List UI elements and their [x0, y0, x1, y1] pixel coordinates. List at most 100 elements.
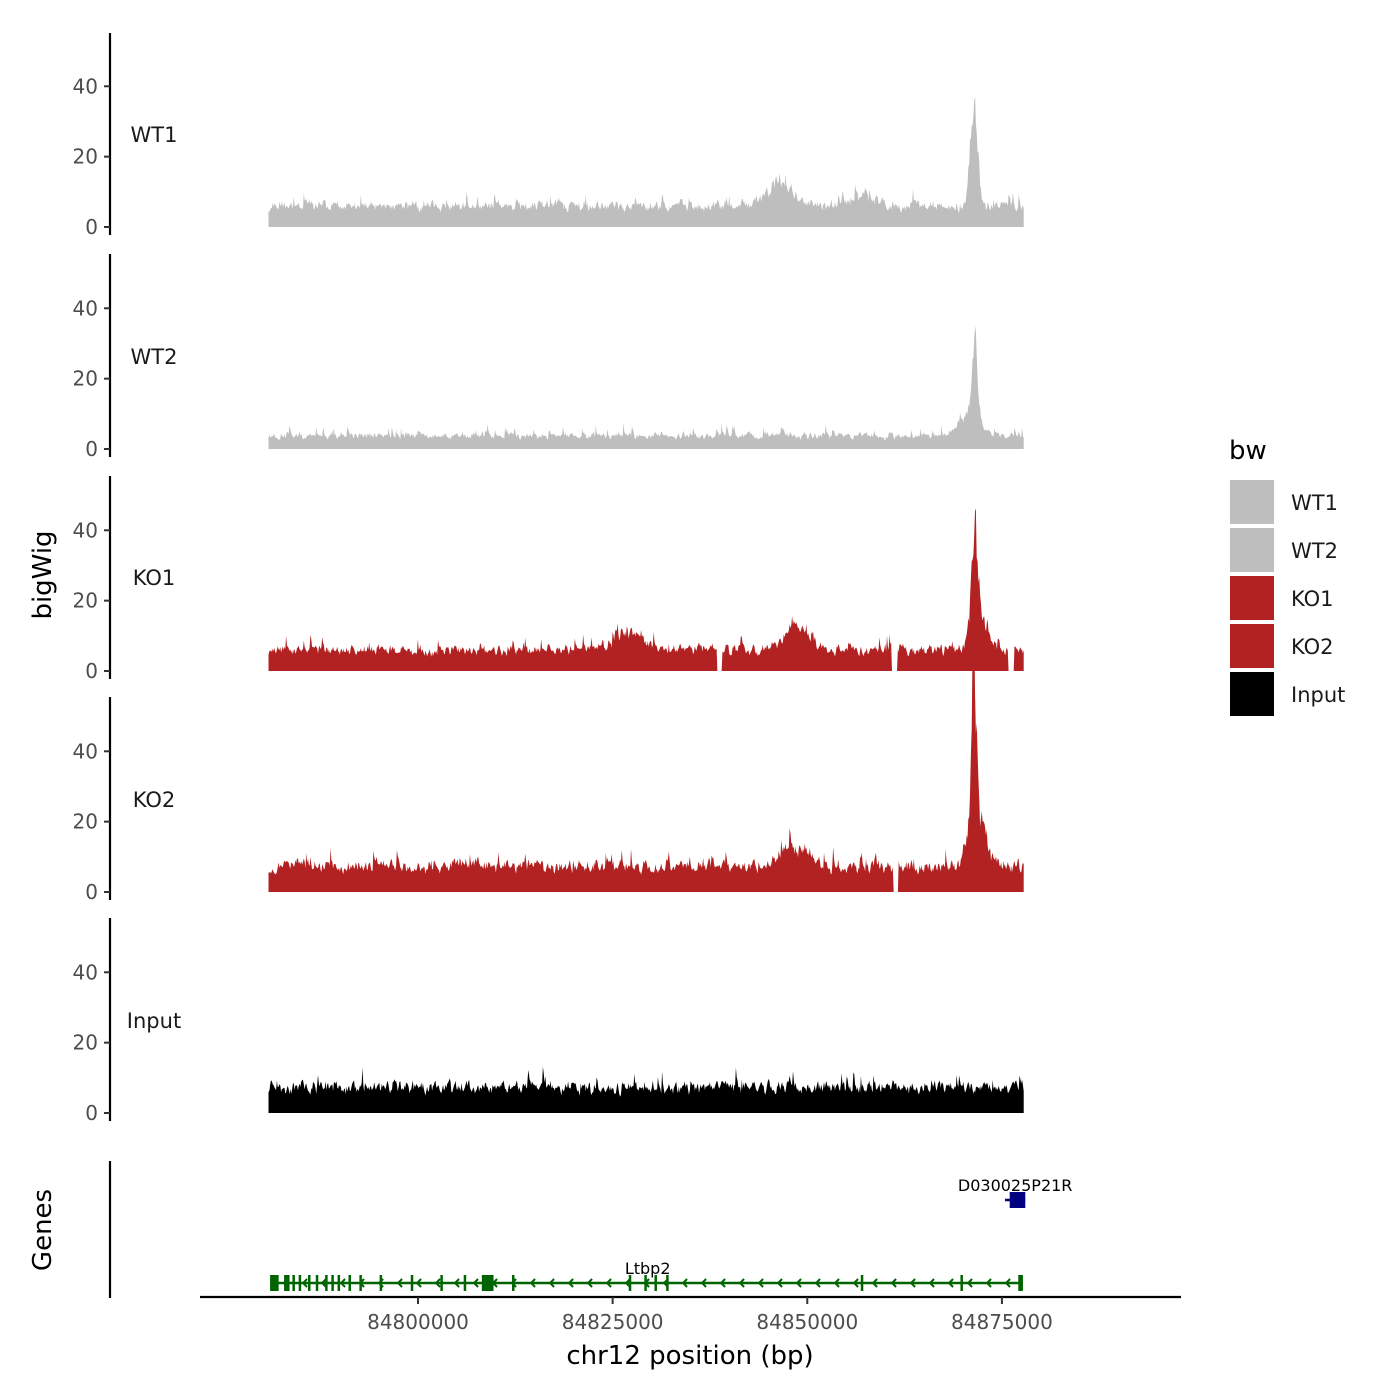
strand-arrow [814, 1278, 821, 1288]
strand-arrow [700, 1278, 707, 1288]
strand-arrow [966, 1278, 973, 1288]
legend-swatch-ko2 [1230, 624, 1274, 668]
strand-arrow [434, 1278, 441, 1288]
y-tick-label: 0 [85, 437, 98, 461]
gene-small-exon [348, 1275, 351, 1291]
strand-arrow [567, 1278, 574, 1288]
coverage-area-ko1 [268, 508, 1024, 671]
strand-arrow [985, 1278, 992, 1288]
strand-arrow [947, 1278, 954, 1288]
strand-arrow [472, 1278, 479, 1288]
track-ko1: KO1 [133, 508, 1024, 671]
strand-arrow [776, 1278, 783, 1288]
gene-exon [1018, 1275, 1023, 1291]
gene-small-exon [331, 1275, 334, 1291]
gene-ltbp2: Ltbp2 [270, 1259, 1023, 1291]
x-tick-label: 84850000 [756, 1310, 858, 1334]
y-tick-label: 20 [73, 589, 98, 613]
strand-arrow [624, 1278, 631, 1288]
strand-arrow [301, 1278, 308, 1288]
strand-arrow [320, 1278, 327, 1288]
y-tick-label: 40 [73, 960, 98, 984]
strand-arrow [1004, 1278, 1011, 1288]
legend-title: bw [1229, 436, 1267, 466]
x-axis-title: chr12 position (bp) [566, 1341, 813, 1371]
gene-exon [1009, 1192, 1026, 1208]
gene-small-exon [308, 1275, 311, 1291]
gene-small-exon [654, 1275, 657, 1291]
strand-arrow [757, 1278, 764, 1288]
strand-arrow [548, 1278, 555, 1288]
legend-label-wt1: WT1 [1291, 491, 1338, 515]
y-tick-label: 40 [73, 74, 98, 98]
y-tick-label: 0 [85, 215, 98, 239]
track-label-input: Input [127, 1009, 181, 1033]
legend-label-ko1: KO1 [1291, 587, 1334, 611]
gene-exon [284, 1275, 290, 1291]
gene-small-exon [315, 1275, 319, 1291]
gene-exon [481, 1275, 494, 1291]
gene-small-exon [666, 1275, 669, 1291]
genes-layer: Ltbp2 D030025P21R [270, 1176, 1072, 1291]
y-tick-label: 40 [73, 518, 98, 542]
strand-arrow [871, 1278, 878, 1288]
strand-arrow [719, 1278, 726, 1288]
gene-small-exon [644, 1275, 647, 1291]
axes-layer: 0 20 40 0 20 40 0 20 40 0 20 40 0 20 40 84800000 8482500… [73, 33, 1181, 1334]
y-tick-label: 20 [73, 145, 98, 169]
gene-d030025p21r: D030025P21R [958, 1176, 1072, 1208]
coverage-area-input [268, 1066, 1024, 1113]
legend-label-ko2: KO2 [1291, 635, 1334, 659]
gene-small-exon [463, 1275, 467, 1291]
gene-small-exon [292, 1275, 295, 1291]
track-ko2: KO2 [133, 635, 1024, 892]
coverage-area-ko2 [268, 635, 1024, 892]
strand-arrow [453, 1278, 460, 1288]
x-tick-label: 84825000 [562, 1310, 664, 1334]
y-tick-label: 40 [73, 296, 98, 320]
gene-label-ltbp2: Ltbp2 [625, 1259, 671, 1278]
track-wt2: WT2 [131, 325, 1024, 449]
x-tick-label: 84875000 [951, 1310, 1053, 1334]
strand-arrow [928, 1278, 935, 1288]
y-axis-title: bigWig [28, 530, 58, 619]
gene-small-exon [298, 1275, 302, 1291]
track-input: Input [127, 1009, 1024, 1113]
y-tick-label: 40 [73, 739, 98, 763]
gene-small-exon [628, 1275, 632, 1291]
y-tick-label: 0 [85, 1101, 98, 1125]
track-label-wt1: WT1 [131, 123, 178, 147]
track-wt1: WT1 [131, 96, 1024, 227]
strand-arrow [339, 1278, 346, 1288]
strand-arrow [795, 1278, 802, 1288]
y-tick-label: 0 [85, 880, 98, 904]
strand-arrow [415, 1278, 422, 1288]
legend: bw WT1 WT2 KO1 KO2 Input [1229, 436, 1345, 716]
legend-label-input: Input [1291, 683, 1345, 707]
gene-small-exon [410, 1275, 414, 1291]
gene-small-exon [960, 1275, 963, 1291]
y-tick-label: 20 [73, 810, 98, 834]
coverage-area-wt2 [268, 325, 1024, 449]
strand-arrow [586, 1278, 593, 1288]
strand-arrow [681, 1278, 688, 1288]
legend-swatch-ko1 [1230, 576, 1274, 620]
genes-axis-title: Genes [28, 1189, 58, 1271]
gene-small-exon [440, 1275, 443, 1291]
strand-arrow [890, 1278, 897, 1288]
legend-label-wt2: WT2 [1291, 539, 1338, 563]
gene-small-exon [337, 1275, 341, 1291]
gene-small-exon [860, 1275, 864, 1291]
y-tick-label: 20 [73, 367, 98, 391]
gene-small-exon [511, 1275, 515, 1291]
strand-arrow [529, 1278, 536, 1288]
y-tick-label: 20 [73, 1031, 98, 1055]
track-label-ko2: KO2 [133, 788, 176, 812]
gene-exon [270, 1275, 279, 1291]
strand-arrow [605, 1278, 612, 1288]
strand-arrow [852, 1278, 859, 1288]
strand-arrow [738, 1278, 745, 1288]
x-tick-label: 84800000 [367, 1310, 469, 1334]
